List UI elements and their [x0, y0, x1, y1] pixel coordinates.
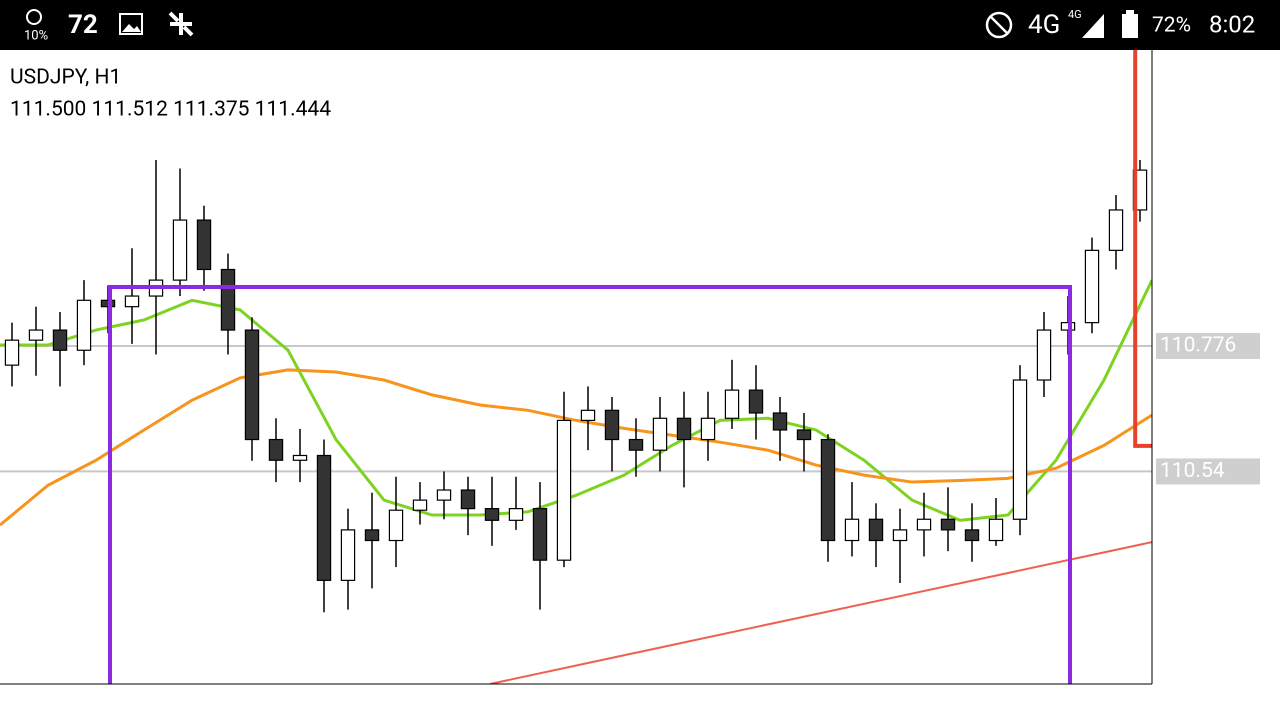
candle-body	[676, 417, 692, 441]
network: 4G	[1028, 10, 1060, 40]
chart-title: USDJPY, H1	[10, 66, 121, 90]
candle-body	[844, 518, 860, 542]
price-level-box	[1156, 458, 1260, 485]
candle-body	[484, 508, 500, 521]
candle-body	[1108, 209, 1124, 251]
range-rectangle	[108, 285, 1072, 684]
dnd-slash	[990, 16, 1008, 34]
candle-body	[172, 219, 188, 281]
candle-body	[460, 489, 476, 510]
temperature: 72	[68, 10, 98, 40]
candle-body	[124, 295, 140, 308]
marker-line	[1133, 50, 1152, 448]
app-icon	[168, 11, 194, 37]
candle-body	[628, 438, 644, 451]
candle-body	[868, 518, 884, 542]
candle-body	[724, 389, 740, 419]
image-icon-shape	[122, 24, 141, 32]
battery-tip	[1126, 10, 1134, 14]
candle-body	[76, 299, 92, 351]
weather-text: 10%	[24, 28, 48, 43]
candle-body	[940, 518, 956, 531]
dnd-icon	[985, 11, 1013, 39]
candle-body	[4, 339, 20, 366]
candle-body	[340, 529, 356, 581]
trendline	[489, 541, 1152, 684]
status-bar	[0, 0, 1280, 50]
candle-body	[52, 329, 68, 351]
candle-body	[1084, 249, 1100, 324]
candle-body	[700, 417, 716, 441]
candle-body	[964, 529, 980, 542]
candle-body	[364, 529, 380, 542]
candle-body	[292, 454, 308, 461]
candle-body	[412, 499, 428, 511]
candle-body	[1036, 329, 1052, 381]
candle-body	[604, 409, 620, 441]
candle-body	[196, 219, 212, 271]
price-level-box	[1156, 333, 1260, 360]
signal-icon	[1082, 14, 1104, 38]
candle-body	[772, 412, 788, 431]
candle-body	[316, 454, 332, 581]
candle-body	[988, 518, 1004, 542]
candle-body	[796, 429, 812, 441]
price-level-label: 110.776	[1160, 334, 1236, 358]
candle-body	[388, 509, 404, 542]
candle-body	[220, 268, 236, 331]
candle-body	[652, 417, 668, 451]
battery-text: 72%	[1152, 14, 1191, 38]
image-icon	[119, 13, 143, 35]
candle-body	[436, 489, 452, 501]
candle-body	[748, 389, 764, 414]
candle-body	[580, 409, 596, 422]
candle-body	[820, 438, 836, 542]
candle-body	[556, 419, 572, 561]
battery-icon	[1122, 14, 1138, 38]
axes-layer: 110.776 110.54	[1156, 333, 1260, 485]
weather-icon	[26, 9, 42, 25]
plot-area	[0, 50, 1152, 684]
candle-body	[1012, 379, 1028, 520]
network-small: 4G	[1068, 8, 1082, 21]
candle-body	[532, 508, 548, 561]
clock: 8:02	[1209, 10, 1255, 38]
candle-body	[916, 518, 932, 531]
chart-subtitle: 111.500 111.512 111.375 111.444	[10, 98, 331, 122]
candle-body	[268, 438, 284, 461]
candle-body	[28, 329, 44, 341]
price-level-label: 110.54	[1160, 459, 1225, 483]
candle-body	[892, 529, 908, 542]
moving-average	[0, 368, 1152, 527]
candle-body	[508, 508, 524, 521]
moving-average	[0, 279, 1152, 522]
candle-body	[244, 329, 260, 441]
